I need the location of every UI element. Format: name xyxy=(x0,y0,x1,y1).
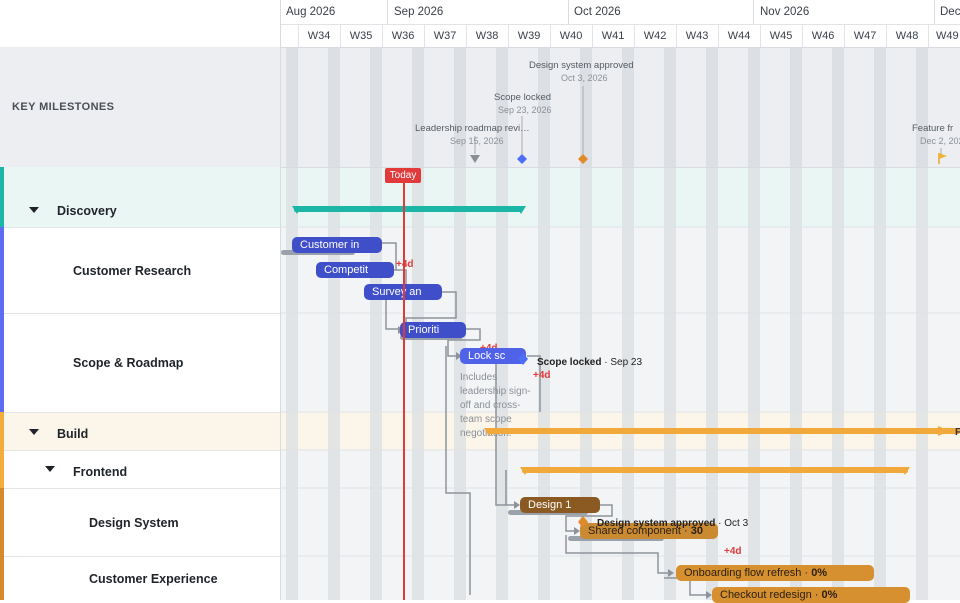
week-label: W40 xyxy=(559,30,583,42)
build-summary-bar[interactable] xyxy=(482,426,960,440)
row-label-customer-research[interactable]: Customer Research xyxy=(73,264,192,278)
row-label-frontend[interactable]: Frontend xyxy=(73,465,128,479)
build-end-label: F xyxy=(955,427,960,438)
delay-badge: +4d xyxy=(724,546,742,557)
delay-badge: +4d xyxy=(533,370,551,381)
row-label-customer-experience[interactable]: Customer Experience xyxy=(89,572,218,586)
milestone-date: Dec 2, 202 xyxy=(920,136,960,146)
today-line xyxy=(403,183,405,600)
month-label: Dec xyxy=(940,6,960,18)
week-label: W43 xyxy=(685,30,709,42)
milestone-label[interactable]: Design system approved xyxy=(529,60,634,71)
milestone-label[interactable]: Scope locked xyxy=(494,92,552,103)
week-label: W39 xyxy=(517,30,541,42)
frontend-summary-bar[interactable] xyxy=(518,465,914,479)
row-color-stripe xyxy=(0,227,4,412)
row-color-stripe xyxy=(0,488,4,600)
task-bar-design-1[interactable]: Design 1 xyxy=(520,497,600,513)
task-bar-prioritize[interactable]: Prioriti xyxy=(400,322,466,338)
discovery-summary-bar[interactable] xyxy=(290,204,530,218)
milestones-title: KEY MILESTONES xyxy=(12,101,115,113)
week-label: W37 xyxy=(433,30,457,42)
milestone-markers xyxy=(470,86,947,164)
row-label-scope-roadmap[interactable]: Scope & Roadmap xyxy=(73,356,184,370)
milestone-label[interactable]: Leadership roadmap revi… xyxy=(415,123,530,134)
week-label: W36 xyxy=(391,30,415,42)
week-label: W34 xyxy=(307,30,331,42)
month-label: Nov 2026 xyxy=(760,6,810,18)
today-badge[interactable]: Today xyxy=(385,168,421,183)
week-label: W42 xyxy=(643,30,667,42)
milestone-label[interactable]: Feature fr xyxy=(912,123,954,134)
flag-icon xyxy=(939,153,947,159)
task-bar-competitive[interactable]: Competit xyxy=(316,262,394,278)
week-label: W38 xyxy=(475,30,499,42)
collapse-chevron-icon[interactable] xyxy=(29,207,39,213)
collapse-chevron-icon[interactable] xyxy=(45,466,55,472)
week-label: W44 xyxy=(727,30,751,42)
collapse-chevron-icon[interactable] xyxy=(29,429,39,435)
task-bar-shared-component[interactable]: Shared component · 30 xyxy=(580,523,718,539)
milestones-grid xyxy=(286,47,928,167)
row-label-discovery[interactable]: Discovery xyxy=(57,204,117,218)
milestone-date: Oct 3, 2026 xyxy=(561,73,608,83)
milestone-date: Sep 15, 2026 xyxy=(450,136,504,146)
month-label: Oct 2026 xyxy=(574,6,621,18)
month-label: Sep 2026 xyxy=(394,6,444,18)
milestone-inline-label: Design system approved · Oct 3 xyxy=(597,518,749,529)
month-label: Aug 2026 xyxy=(286,6,336,18)
row-color-stripe xyxy=(0,412,4,488)
diamond-icon xyxy=(518,353,528,365)
week-label: W49 xyxy=(936,30,959,42)
milestone-date: Sep 23, 2026 xyxy=(498,105,552,115)
week-label: W46 xyxy=(811,30,835,42)
task-bar-checkout[interactable]: Checkout redesign · 0% xyxy=(712,587,910,603)
task-bar-customer-interviews[interactable]: Customer in xyxy=(292,237,382,253)
week-label: W47 xyxy=(853,30,877,42)
row-label-design-system[interactable]: Design System xyxy=(89,516,179,530)
week-label: W35 xyxy=(349,30,373,42)
week-label: W41 xyxy=(601,30,625,42)
row-label-build[interactable]: Build xyxy=(57,427,89,441)
week-label: W45 xyxy=(769,30,793,42)
week-label: W48 xyxy=(895,30,919,42)
milestone-inline-label: Scope locked · Sep 23 xyxy=(537,357,643,368)
task-bar-lock-scope[interactable]: Lock sc xyxy=(460,348,526,364)
diamond-icon xyxy=(517,154,527,164)
row-color-stripe xyxy=(0,167,4,227)
triangle-icon xyxy=(470,155,480,163)
diamond-icon xyxy=(578,516,588,528)
task-note: Includes leadership sign-off and cross-t… xyxy=(460,372,531,439)
diamond-icon xyxy=(578,154,588,164)
row-labels-panel: KEY MILESTONES Discovery Customer Resear… xyxy=(0,0,281,600)
task-bar-onboarding[interactable]: Onboarding flow refresh · 0% xyxy=(676,565,874,581)
